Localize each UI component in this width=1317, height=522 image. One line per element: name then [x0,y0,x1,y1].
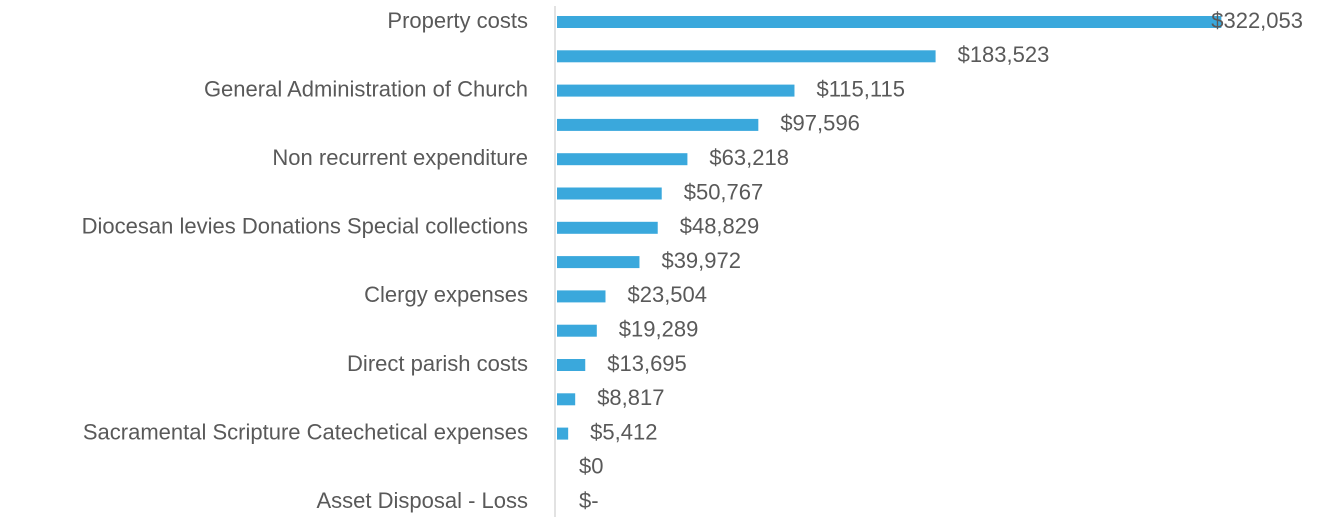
bar [557,290,606,303]
y-tick-label: Property costs [387,8,528,33]
bar [557,187,662,200]
data-label: $115,115 [816,76,905,101]
bar [557,393,576,406]
y-tick-label: Asset Disposal - Loss [316,488,528,513]
bar [557,84,795,97]
bar [557,427,569,440]
data-label: $19,289 [619,317,699,342]
bar [557,256,640,269]
bar [557,359,586,371]
y-tick-label: General Administration of Church [204,76,528,101]
data-label: $8,817 [597,385,664,410]
y-tick-label: Clergy expenses [364,282,528,307]
bar [557,50,936,63]
y-tick-label: Sacramental Scripture Catechetical expen… [83,419,528,444]
data-label: $50,767 [684,179,764,204]
bar [557,324,597,337]
data-label: $322,053 [1211,8,1303,33]
data-label: $39,972 [661,248,741,273]
data-label: $23,504 [627,282,707,307]
data-label: $5,412 [590,419,657,444]
data-label: $48,829 [680,214,760,239]
y-tick-label: Diocesan levies Donations Special collec… [82,214,528,239]
y-tick-label: Non recurrent expenditure [272,145,528,170]
bar [557,221,658,234]
data-label: $97,596 [780,111,860,136]
data-label: $63,218 [709,145,789,170]
y-tick-label: Direct parish costs [347,351,528,376]
data-label: $183,523 [958,42,1050,67]
data-label: $- [579,488,599,513]
bar [557,16,1222,28]
bar [557,153,688,166]
bar [557,118,759,131]
data-label: $13,695 [607,351,687,376]
data-label: $0 [579,454,603,479]
